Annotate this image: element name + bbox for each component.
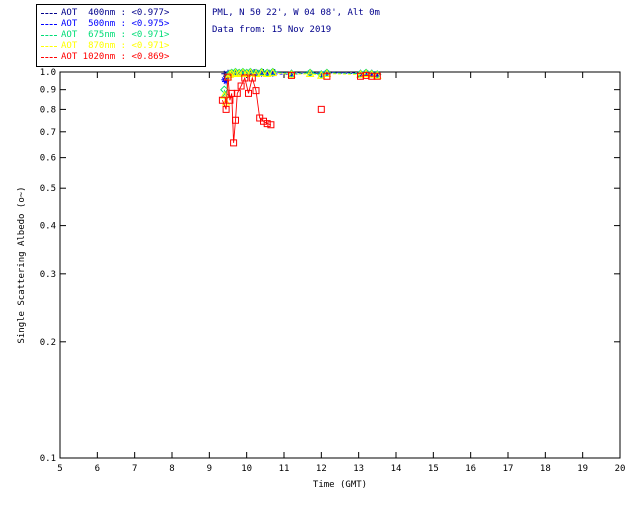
data-date: Data from: 15 Nov 2019 [212, 25, 332, 35]
legend-label: AOT 1020nm : <0.869> [61, 52, 170, 62]
svg-text:14: 14 [391, 464, 402, 474]
legend-entry-4: AOT 870nm : <0.971> [41, 41, 201, 52]
plot-content: 5 6 7 8 9 10 11 12 13 14 15 16 17 18 19 20 1.0 0.9 0.8 0.7 0… [40, 67, 625, 474]
svg-text:16: 16 [465, 464, 476, 474]
legend-entry-1: AOT 400nm : <0.977> [41, 8, 201, 19]
legend-line-sample [41, 46, 57, 47]
svg-text:0.8: 0.8 [40, 105, 56, 115]
legend-line-sample [41, 35, 57, 36]
legend-label: AOT 675nm : <0.971> [61, 30, 170, 40]
svg-text:10: 10 [241, 464, 252, 474]
legend-label: AOT 870nm : <0.971> [61, 41, 170, 51]
axis-box [59, 71, 621, 459]
legend-entry-3: AOT 675nm : <0.971> [41, 30, 201, 41]
legend-line-sample [41, 24, 57, 25]
svg-text:1.0: 1.0 [40, 68, 56, 78]
legend-entry-5: AOT 1020nm : <0.869> [41, 52, 201, 63]
legend-label: AOT 500nm : <0.975> [61, 19, 170, 29]
svg-text:7: 7 [132, 464, 137, 474]
svg-text:17: 17 [503, 464, 514, 474]
svg-text:11: 11 [279, 464, 290, 474]
svg-text:15: 15 [428, 464, 439, 474]
legend-line-sample [41, 57, 57, 58]
legend-line-sample [41, 13, 57, 14]
y-axis-label: Single Scattering Albedo (o~) [17, 186, 27, 343]
svg-text:0.3: 0.3 [40, 270, 56, 280]
svg-text:8: 8 [169, 464, 174, 474]
plot-header: PML, N 50 22', W 04 08', Alt 0m Data fro… [212, 5, 380, 39]
svg-text:12: 12 [316, 464, 327, 474]
legend-entry-2: AOT 500nm : <0.975> [41, 19, 201, 30]
svg-text:0.2: 0.2 [40, 338, 56, 348]
svg-text:13: 13 [353, 464, 364, 474]
svg-text:0.5: 0.5 [40, 184, 56, 194]
x-axis-label: Time (GMT) [313, 480, 367, 490]
svg-text:0.9: 0.9 [40, 86, 56, 96]
station-info: PML, N 50 22', W 04 08', Alt 0m [212, 8, 380, 18]
svg-text:6: 6 [95, 464, 100, 474]
svg-text:19: 19 [577, 464, 588, 474]
y-axis-ticks: 1.0 0.9 0.8 0.7 0.6 0.5 0.4 0.3 0.2 0.1 [40, 68, 620, 464]
legend: AOT 400nm : <0.977> AOT 500nm : <0.975> AO… [36, 4, 206, 67]
series-aot-1020nm [218, 71, 381, 147]
svg-text:0.7: 0.7 [40, 128, 56, 138]
svg-text:0.1: 0.1 [40, 454, 56, 464]
svg-text:0.6: 0.6 [40, 154, 56, 164]
legend-label: AOT 400nm : <0.977> [61, 8, 170, 18]
svg-text:20: 20 [615, 464, 626, 474]
svg-text:0.4: 0.4 [40, 222, 56, 232]
svg-text:9: 9 [207, 464, 212, 474]
x-axis-ticks: 5 6 7 8 9 10 11 12 13 14 15 16 17 18 19 20 [57, 72, 625, 474]
svg-text:5: 5 [57, 464, 62, 474]
svg-text:18: 18 [540, 464, 551, 474]
